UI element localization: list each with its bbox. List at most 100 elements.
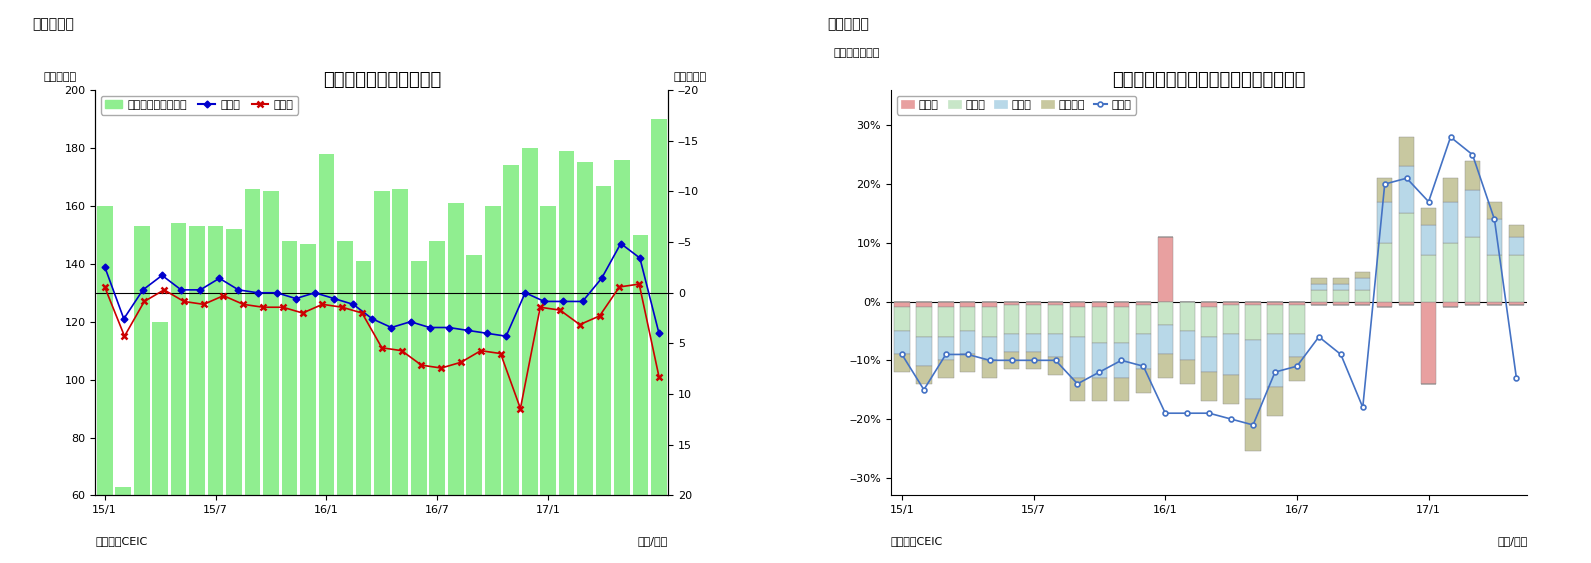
- Bar: [1069, 307, 1085, 337]
- Bar: [959, 331, 975, 355]
- Title: インドネシア　輸出の伸び率（品目別）: インドネシア 輸出の伸び率（品目別）: [1112, 70, 1306, 88]
- Bar: [1179, 331, 1195, 360]
- Bar: [1048, 305, 1063, 334]
- Bar: [485, 206, 501, 563]
- Bar: [1311, 284, 1327, 290]
- Bar: [1378, 302, 1392, 307]
- Bar: [651, 119, 667, 563]
- Bar: [1268, 334, 1282, 387]
- Bar: [1508, 225, 1524, 237]
- Bar: [1246, 339, 1260, 399]
- Bar: [466, 255, 482, 563]
- Bar: [449, 203, 463, 563]
- Bar: [1069, 302, 1085, 307]
- Bar: [1158, 355, 1173, 378]
- Bar: [894, 331, 910, 355]
- Bar: [1179, 360, 1195, 384]
- Bar: [1311, 302, 1327, 305]
- Bar: [1333, 290, 1349, 302]
- Bar: [578, 163, 593, 563]
- Bar: [1223, 305, 1239, 334]
- Bar: [1289, 334, 1305, 358]
- Bar: [1333, 278, 1349, 284]
- Text: （資料）CEIC: （資料）CEIC: [95, 536, 148, 546]
- Bar: [1114, 307, 1130, 343]
- Bar: [1289, 305, 1305, 334]
- Bar: [1443, 302, 1459, 307]
- Bar: [541, 206, 555, 563]
- Bar: [1158, 302, 1173, 325]
- Bar: [170, 224, 186, 563]
- Bar: [939, 337, 953, 360]
- Text: （億ドル）: （億ドル）: [675, 72, 706, 82]
- Bar: [393, 189, 409, 563]
- Bar: [115, 487, 130, 563]
- Bar: [1333, 284, 1349, 290]
- Bar: [1091, 378, 1107, 401]
- Legend: 貳易収支（右目盛）, 輸出額, 輸入額: 貳易収支（右目盛）, 輸出額, 輸入額: [100, 96, 298, 114]
- Bar: [1421, 302, 1437, 384]
- Bar: [1289, 358, 1305, 381]
- Bar: [1136, 302, 1150, 305]
- Bar: [189, 226, 205, 563]
- Bar: [208, 226, 223, 563]
- Bar: [1311, 278, 1327, 284]
- Legend: 農産品, 製造品, 鉱業品, 石油ガス, 輸出額: 農産品, 製造品, 鉱業品, 石油ガス, 輸出額: [896, 96, 1136, 114]
- Bar: [1421, 208, 1437, 225]
- Bar: [916, 366, 932, 384]
- Bar: [1201, 372, 1217, 401]
- Bar: [301, 244, 315, 563]
- Bar: [959, 307, 975, 331]
- Bar: [410, 261, 426, 563]
- Bar: [1378, 243, 1392, 302]
- Bar: [1201, 302, 1217, 307]
- Bar: [1465, 190, 1480, 237]
- Bar: [1004, 302, 1020, 305]
- Text: （図表７）: （図表７）: [32, 17, 73, 31]
- Bar: [1114, 378, 1130, 401]
- Bar: [337, 240, 353, 563]
- Text: （前年同月比）: （前年同月比）: [834, 48, 880, 57]
- Bar: [1114, 343, 1130, 378]
- Bar: [1004, 334, 1020, 351]
- Bar: [982, 302, 998, 307]
- Bar: [1356, 278, 1370, 290]
- Bar: [982, 360, 998, 378]
- Bar: [282, 240, 298, 563]
- Text: （図表８）: （図表８）: [827, 17, 869, 31]
- Bar: [1136, 334, 1150, 369]
- Bar: [226, 229, 242, 563]
- Bar: [1398, 302, 1414, 305]
- Bar: [939, 307, 953, 337]
- Bar: [1465, 237, 1480, 302]
- Bar: [614, 159, 630, 563]
- Bar: [1246, 399, 1260, 452]
- Bar: [1136, 369, 1150, 392]
- Text: （年/月）: （年/月）: [638, 536, 668, 546]
- Bar: [355, 261, 371, 563]
- Bar: [1421, 254, 1437, 302]
- Bar: [1508, 254, 1524, 302]
- Bar: [318, 154, 334, 563]
- Bar: [1048, 358, 1063, 375]
- Bar: [1004, 351, 1020, 369]
- Text: （年/月）: （年/月）: [1497, 536, 1527, 546]
- Bar: [1268, 305, 1282, 334]
- Bar: [982, 337, 998, 360]
- Bar: [1356, 302, 1370, 305]
- Bar: [1443, 178, 1459, 202]
- Bar: [1465, 302, 1480, 305]
- Bar: [1026, 334, 1041, 351]
- Bar: [1486, 202, 1502, 220]
- Bar: [1398, 167, 1414, 213]
- Bar: [916, 337, 932, 366]
- Bar: [1091, 343, 1107, 378]
- Bar: [503, 166, 519, 563]
- Bar: [982, 307, 998, 337]
- Bar: [894, 355, 910, 372]
- Bar: [1421, 225, 1437, 254]
- Bar: [1398, 137, 1414, 167]
- Bar: [522, 148, 538, 563]
- Bar: [1048, 302, 1063, 305]
- Bar: [1223, 375, 1239, 404]
